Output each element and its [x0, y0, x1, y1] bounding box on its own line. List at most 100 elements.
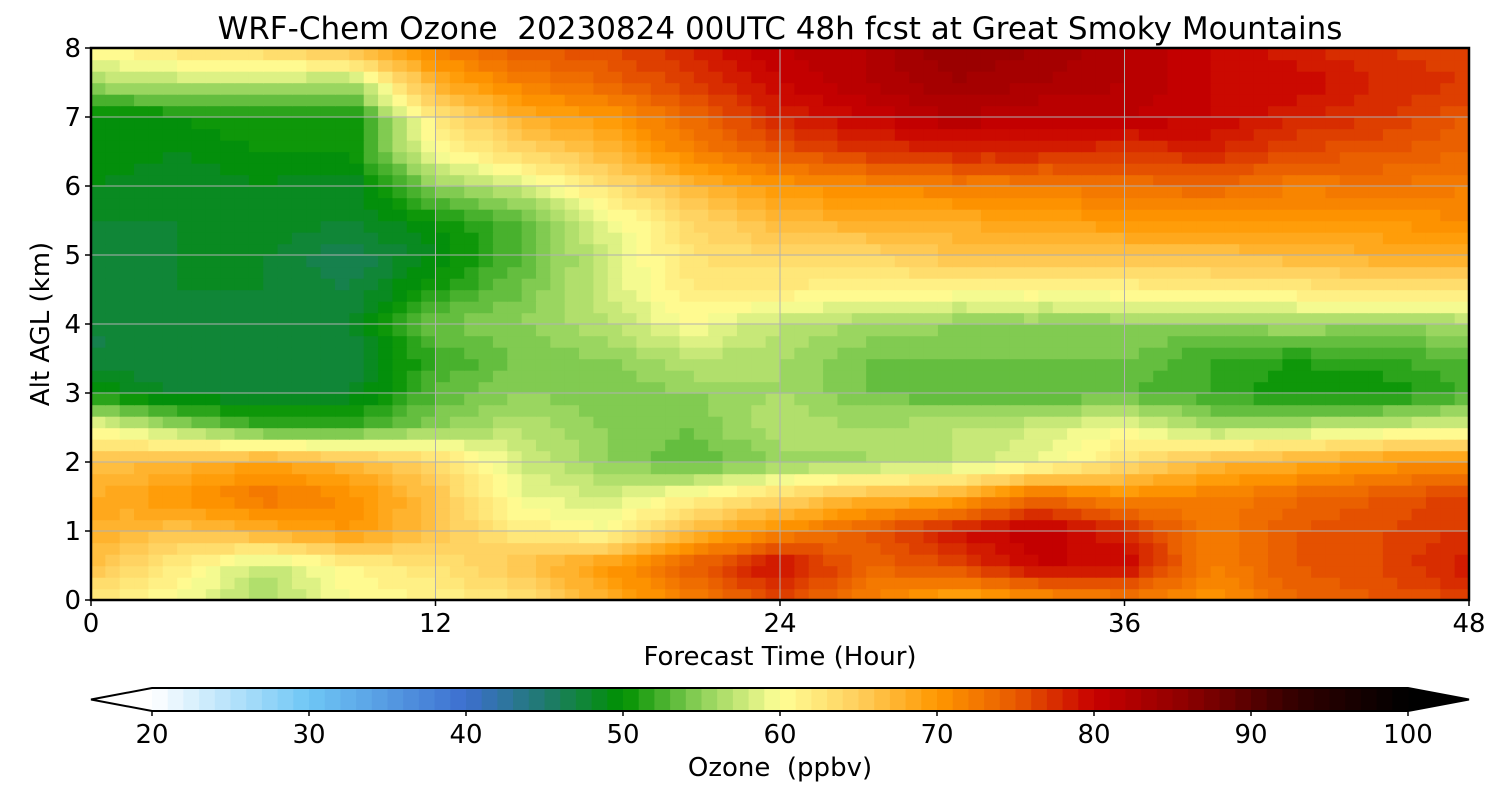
heatmap-cell	[1440, 209, 1456, 222]
heatmap-cell	[378, 508, 394, 521]
heatmap-cell	[406, 48, 422, 61]
heatmap-cell	[464, 163, 480, 176]
heatmap-cell	[1181, 324, 1197, 337]
heatmap-cell	[1239, 473, 1255, 486]
heatmap-cell	[1311, 473, 1327, 486]
heatmap-cell	[1024, 48, 1040, 61]
heatmap-cell	[435, 324, 451, 337]
heatmap-cell	[406, 404, 422, 417]
heatmap-cell	[1009, 462, 1025, 475]
heatmap-cell	[291, 71, 308, 84]
heatmap-cell	[105, 197, 121, 210]
heatmap-cell	[535, 542, 552, 555]
colorbar-swatch	[732, 688, 750, 711]
heatmap-cell	[492, 209, 508, 222]
heatmap-cell	[880, 519, 896, 532]
heatmap-cell	[521, 117, 537, 130]
heatmap-cell	[1440, 358, 1456, 371]
heatmap-cell	[1296, 289, 1312, 302]
heatmap-cell	[205, 588, 221, 600]
heatmap-cell	[636, 473, 652, 486]
heatmap-cell	[937, 427, 953, 440]
heatmap-cell	[751, 140, 767, 153]
heatmap-cell	[693, 186, 709, 199]
heatmap-cell	[909, 335, 925, 348]
heatmap-cell	[1325, 427, 1341, 440]
heatmap-cell	[909, 577, 925, 590]
heatmap-cell	[593, 404, 609, 417]
heatmap-cell	[1454, 243, 1469, 256]
heatmap-cell	[521, 450, 537, 463]
heatmap-cell	[952, 174, 968, 187]
heatmap-cell	[205, 358, 221, 371]
heatmap-cell	[492, 347, 508, 360]
heatmap-cell	[119, 519, 135, 532]
heatmap-cell	[765, 508, 781, 521]
heatmap-cell	[1397, 462, 1413, 475]
heatmap-cell	[1081, 519, 1097, 532]
heatmap-cell	[205, 163, 221, 176]
heatmap-cell	[1268, 209, 1284, 222]
heatmap-cell	[1325, 94, 1341, 107]
heatmap-cell	[564, 508, 580, 521]
heatmap-cell	[579, 163, 595, 176]
heatmap-cell	[162, 197, 178, 210]
heatmap-cell	[148, 473, 164, 486]
heatmap-cell	[1425, 531, 1441, 544]
heatmap-cell	[1110, 496, 1126, 509]
heatmap-cell	[880, 243, 896, 256]
colorbar-tick-label: 20	[135, 720, 168, 750]
heatmap-cell	[1224, 289, 1241, 302]
heatmap-cell	[234, 335, 250, 348]
heatmap-cell	[1411, 71, 1427, 84]
heatmap-cell	[708, 232, 724, 245]
ozone-heatmap	[91, 48, 1469, 600]
heatmap-cell	[736, 393, 752, 406]
y-tick-label: 4	[64, 310, 81, 340]
heatmap-cell	[1354, 105, 1370, 118]
heatmap-cell	[880, 151, 896, 164]
heatmap-cell	[751, 105, 767, 118]
heatmap-cell	[937, 48, 953, 61]
heatmap-cell	[650, 439, 666, 452]
heatmap-cell	[1397, 209, 1413, 222]
heatmap-cell	[765, 82, 781, 95]
heatmap-cell	[1124, 404, 1140, 417]
heatmap-cell	[579, 473, 595, 486]
heatmap-cell	[119, 508, 135, 521]
heatmap-cell	[205, 174, 221, 187]
heatmap-cell	[880, 439, 896, 452]
heatmap-cell	[1268, 358, 1284, 371]
heatmap-cell	[1296, 243, 1312, 256]
heatmap-cell	[1368, 301, 1384, 314]
heatmap-cell	[119, 128, 135, 141]
heatmap-cell	[1440, 473, 1456, 486]
heatmap-cell	[937, 220, 953, 233]
heatmap-cell	[378, 473, 394, 486]
heatmap-cell	[535, 381, 552, 394]
heatmap-cell	[1311, 128, 1327, 141]
heatmap-cell	[363, 577, 379, 590]
heatmap-cell	[1224, 140, 1241, 153]
heatmap-cell	[894, 255, 910, 268]
heatmap-cell	[263, 266, 279, 279]
heatmap-cell	[363, 82, 379, 95]
heatmap-cell	[291, 462, 308, 475]
heatmap-cell	[636, 48, 652, 61]
heatmap-cell	[1268, 577, 1284, 590]
heatmap-cell	[378, 289, 394, 302]
heatmap-cell	[363, 243, 379, 256]
heatmap-cell	[1311, 59, 1327, 72]
heatmap-cell	[579, 48, 595, 61]
heatmap-cell	[1167, 220, 1183, 233]
colorbar-swatch	[293, 688, 310, 711]
heatmap-cell	[894, 496, 910, 509]
heatmap-cell	[1454, 393, 1469, 406]
heatmap-cell	[320, 255, 336, 268]
heatmap-cell	[521, 324, 537, 337]
heatmap-cell	[378, 462, 394, 475]
heatmap-cell	[808, 255, 824, 268]
heatmap-cell	[105, 565, 121, 578]
heatmap-cell	[1224, 163, 1241, 176]
